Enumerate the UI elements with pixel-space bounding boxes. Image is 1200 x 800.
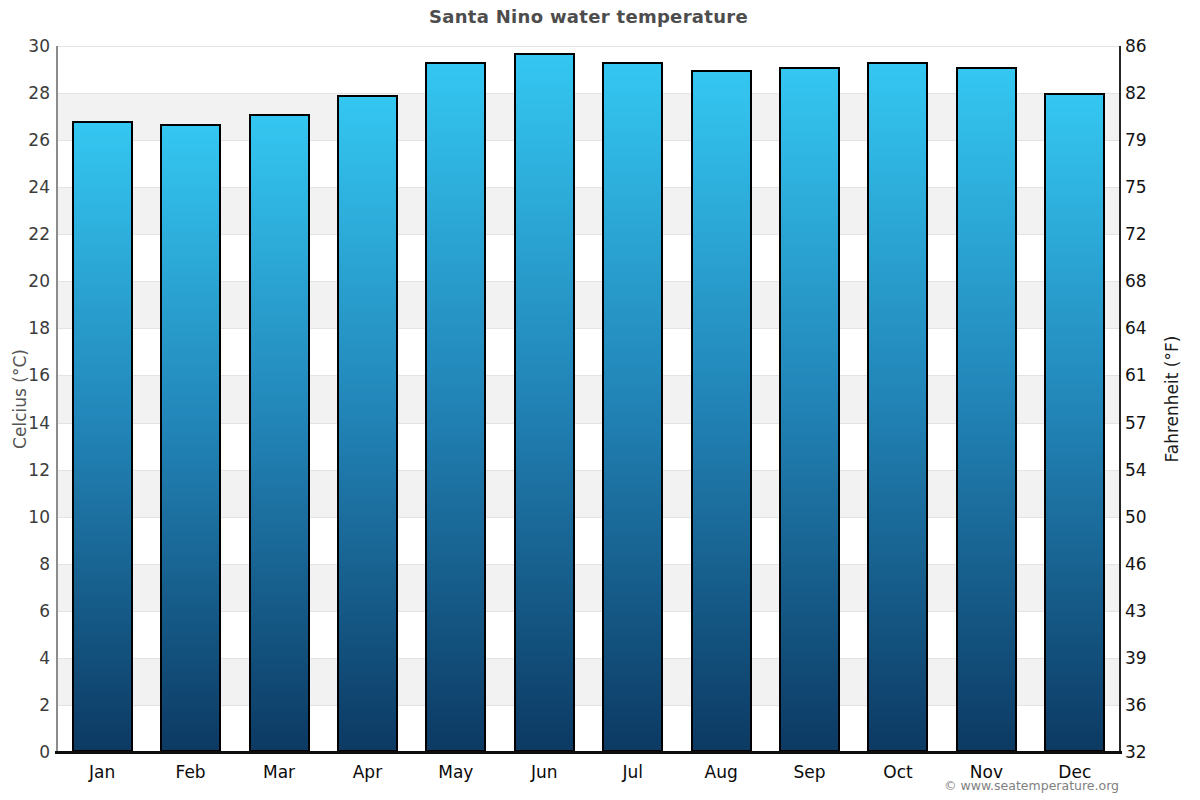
fahrenheit-tick-32: 32 [1125,742,1173,762]
bar-jan [72,121,133,752]
bar-dec [1044,93,1105,752]
bar-aug [691,70,752,752]
bar-nov [956,67,1017,752]
celsius-axis-label: Celcius (°C) [9,249,31,549]
celsius-tick-24: 24 [2,177,50,197]
bar-feb [160,124,221,752]
celsius-tick-26: 26 [2,130,50,150]
bar-sep [779,67,840,752]
bar-oct [867,62,928,752]
fahrenheit-tick-46: 46 [1125,554,1173,574]
celsius-tick-8: 8 [2,554,50,574]
right-axis-spine [1119,46,1121,754]
fahrenheit-tick-36: 36 [1125,695,1173,715]
fahrenheit-tick-82: 82 [1125,83,1173,103]
celsius-tick-30: 30 [2,36,50,56]
celsius-tick-6: 6 [2,601,50,621]
celsius-tick-4: 4 [2,648,50,668]
chart-container: Santa Nino water temperature 02468101214… [0,0,1200,800]
left-axis-spine [56,46,58,752]
bottom-axis-spine [55,751,1122,754]
bar-apr [337,95,398,752]
copyright-credit: © www.seatemperature.org [58,778,1119,793]
celsius-tick-22: 22 [2,224,50,244]
fahrenheit-tick-72: 72 [1125,224,1173,244]
bar-jun [514,53,575,752]
bar-jul [602,62,663,752]
fahrenheit-axis-label: Fahrenheit (°F) [1161,249,1183,549]
fahrenheit-tick-86: 86 [1125,36,1173,56]
fahrenheit-tick-43: 43 [1125,601,1173,621]
celsius-tick-28: 28 [2,83,50,103]
celsius-tick-2: 2 [2,695,50,715]
plot-area [58,46,1119,752]
fahrenheit-tick-79: 79 [1125,130,1173,150]
celsius-tick-0: 0 [2,742,50,762]
bar-mar [249,114,310,752]
bar-may [425,62,486,752]
fahrenheit-tick-39: 39 [1125,648,1173,668]
chart-title: Santa Nino water temperature [58,6,1119,27]
fahrenheit-tick-75: 75 [1125,177,1173,197]
